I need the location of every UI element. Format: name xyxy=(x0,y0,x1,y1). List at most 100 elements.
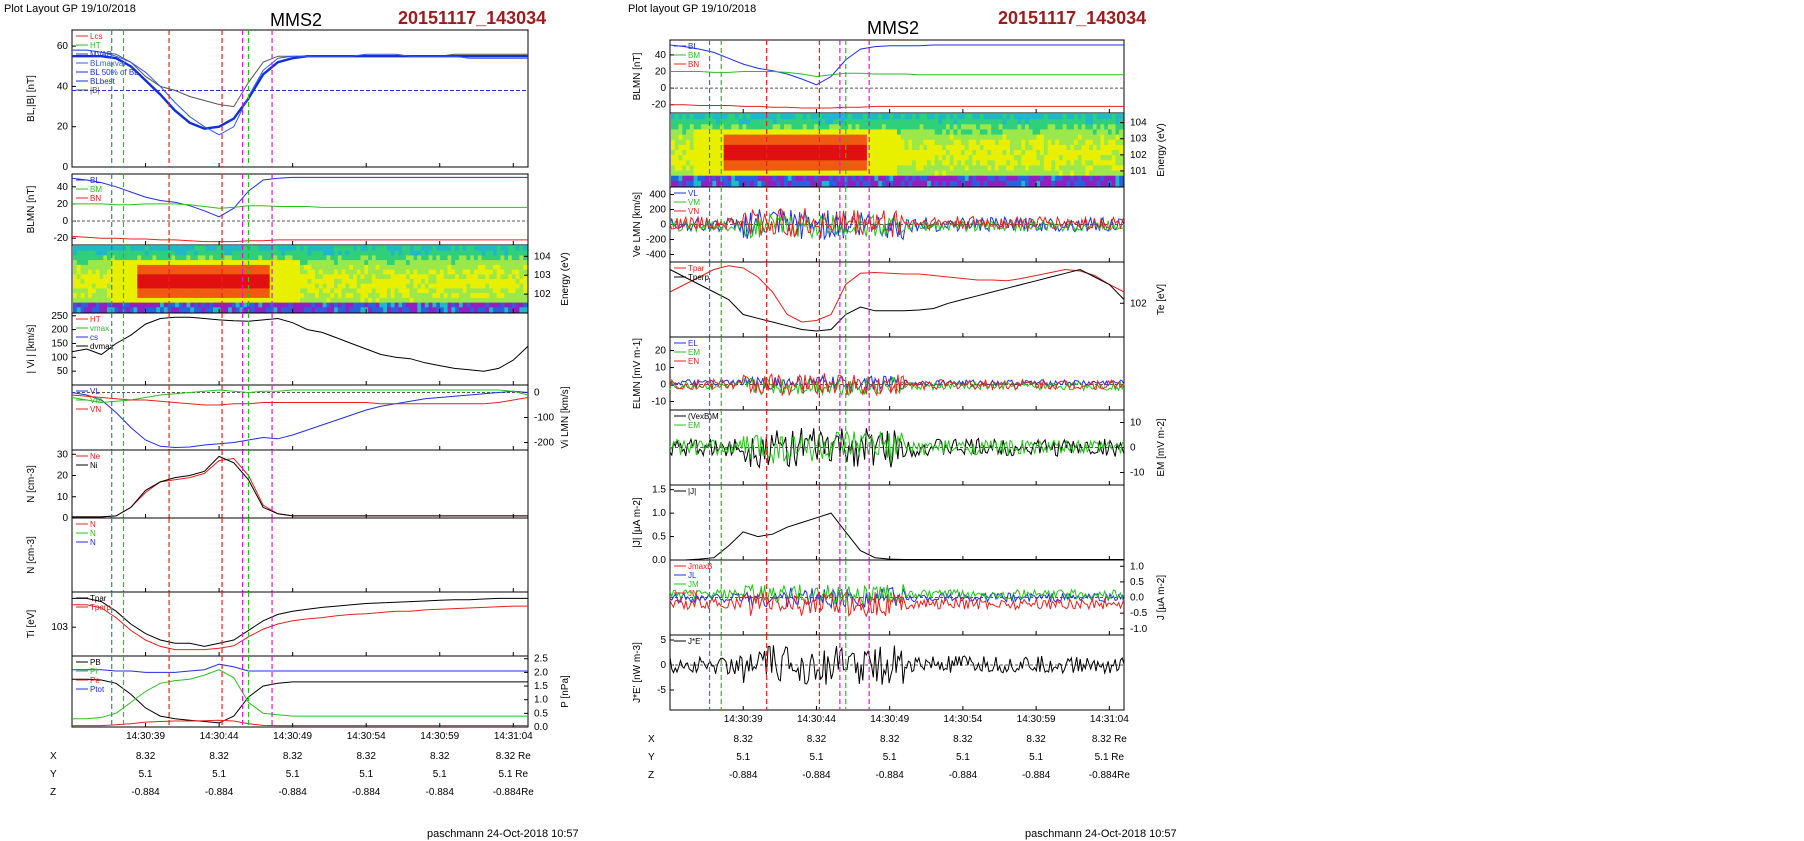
left-panel-4-series-0 xyxy=(71,316,529,372)
right-panel-7-ytick: 0.5 xyxy=(652,532,666,543)
left-pos-value: 8.32 xyxy=(430,751,450,762)
right-panel-3-ytick: 0 xyxy=(660,220,666,231)
right-panel-5-ytick: 20 xyxy=(655,346,667,357)
left-panel-5-ytick: 0 xyxy=(534,388,540,399)
right-panel-1-ylabel: BLMN [nT] xyxy=(632,52,643,100)
left-panel-8-frame xyxy=(71,591,529,657)
right-panel-9-series-0 xyxy=(669,645,1125,685)
right-panel-5-ytick: -10 xyxy=(652,397,667,408)
left-time-tick: 14:31:04 xyxy=(494,731,533,742)
left-panel-9-series-0 xyxy=(72,663,528,673)
right-panel-3-series-2 xyxy=(669,208,1125,238)
right-panel-9-legend-item: J*E' xyxy=(688,637,702,646)
left-time-tick: 14:30:44 xyxy=(200,731,239,742)
right-panel-2-ytick: 104 xyxy=(1130,118,1147,129)
right-time-tick: 14:31:04 xyxy=(1090,714,1129,725)
left-panel-3-ytick: 103 xyxy=(534,270,551,281)
left-panel-5-legend-item: VN xyxy=(90,405,101,414)
left-panel-9-ytick: 0.0 xyxy=(534,722,548,733)
right-panel-1-series-0 xyxy=(669,44,1124,86)
left-pos-label: Z xyxy=(50,787,56,798)
left-panel-7-frame xyxy=(71,517,529,593)
left-panel-6-ytick: 20 xyxy=(57,471,69,482)
right-panel-3-ytick: 200 xyxy=(649,205,666,216)
left-panel-2-ytick: 0 xyxy=(62,216,68,227)
left-panel-2-ytick: 40 xyxy=(57,182,69,193)
right-panel-4-ytick: 102 xyxy=(1130,298,1147,309)
left-panel-4-ytick: 250 xyxy=(51,311,68,322)
left-pos-value: -0.884 xyxy=(278,787,307,798)
right-panel-7-series-0 xyxy=(670,512,1124,561)
left-panel-1-legend-item: BLmaxvar xyxy=(90,59,126,68)
right-panel-8-legend-item: JM xyxy=(688,580,699,589)
right-pos-value: 8.32 xyxy=(807,734,827,745)
left-panel-8-legend-item: Tpar xyxy=(90,594,107,603)
left-pos-value: -0.884 xyxy=(205,787,234,798)
right-pos-value: 5.1 Re xyxy=(1095,752,1125,763)
left-panel-9-legend-item: PB xyxy=(90,658,101,667)
right-panel-3-ytick: -200 xyxy=(646,235,666,246)
right-panel-1-legend-item: BN xyxy=(688,60,699,69)
left-panel-9-series-2 xyxy=(72,669,528,720)
right-panel-9-ytick: 5 xyxy=(660,635,666,646)
right-panel-5-ytick: 0 xyxy=(660,380,666,391)
right-panel-5-ylabel: ELMN [mV m-1] xyxy=(632,338,643,409)
right-panel-6-ytick: 10 xyxy=(1130,418,1142,429)
left-panel-5-series-2 xyxy=(71,394,529,406)
left-pos-value: 8.32 xyxy=(136,751,156,762)
left-panel-6-series-0 xyxy=(72,457,528,518)
left-panel-1-legend-item: MVAB xyxy=(90,50,112,59)
left-panel-1-ytick: 60 xyxy=(57,41,69,52)
right-panel-8-series-2 xyxy=(669,591,1125,618)
right-pos-value: 8.32 xyxy=(880,734,900,745)
left-header: Plot Layout GP 19/10/2018 xyxy=(4,3,136,15)
right-panel-5-legend-item: EM xyxy=(688,348,700,357)
left-panel-1-series-0 xyxy=(72,49,528,108)
left-panel-4-frame xyxy=(71,312,529,386)
right-pos-value: -0.884 xyxy=(949,770,978,781)
left-pos-value: 5.1 xyxy=(212,769,226,780)
left-panel-9-ytick: 1.5 xyxy=(534,681,548,692)
right-panel-8-ytick: -1.0 xyxy=(1130,624,1148,635)
left-panel-7-legend-item: N xyxy=(90,529,96,538)
right-panel-9-ylabel: J*E' [nW m-3] xyxy=(632,642,643,703)
left-panel-6-ylabel: N [cm-3] xyxy=(26,465,37,503)
left-pos-value: 8.32 Re xyxy=(496,751,531,762)
right-panel-5-legend-item: EN xyxy=(688,357,699,366)
right-panel-3-legend-item: VN xyxy=(688,207,699,216)
right-pos-value: 8.32 Re xyxy=(1092,734,1127,745)
left-panel-9-ytick: 0.5 xyxy=(534,708,548,719)
left-pos-value: -0.884 xyxy=(426,787,455,798)
right-panel-7-frame xyxy=(669,484,1125,561)
right-time-tick: 14:30:54 xyxy=(943,714,982,725)
left-panel-7-legend-item: N xyxy=(90,538,96,547)
left-panel-4-ytick: 50 xyxy=(57,366,69,377)
left-panel-1-series-1 xyxy=(72,55,528,130)
right-panel-7-ytick: 1.0 xyxy=(652,508,666,519)
right-panel-9-ytick: -5 xyxy=(657,685,666,696)
left-panel-5-ylabel: Vi LMN [km/s] xyxy=(560,386,571,448)
left-pos-value: 8.32 xyxy=(209,751,229,762)
left-panel-6-series-1 xyxy=(72,455,528,518)
right-panel-6-ylabel: EM [mV m-2] xyxy=(1156,418,1167,477)
right-panel-8-ylabel: J [µA m-2] xyxy=(1156,575,1167,620)
right-panel-6-series-1 xyxy=(669,430,1125,464)
left-panel-4-ytick: 200 xyxy=(51,325,68,336)
right-panel-2-heatmap xyxy=(671,114,1124,187)
left-panel-6-ytick: 10 xyxy=(57,492,69,503)
right-panel-1-ytick: -20 xyxy=(652,100,667,111)
right-panel-4-series-1 xyxy=(669,268,1125,332)
right-pos-value: 5.1 xyxy=(956,752,970,763)
left-panel-1-ytick: 0 xyxy=(62,162,68,173)
left-panel-9-ytick: 2.0 xyxy=(534,667,548,678)
right-panel-5-legend-item: EL xyxy=(688,339,698,348)
right-pos-value: 8.32 xyxy=(953,734,973,745)
right-panel-4-legend-item: Tperp xyxy=(688,273,709,282)
left-panel-6-ytick: 30 xyxy=(57,449,69,460)
left-panel-4-ytick: 150 xyxy=(51,338,68,349)
right-panel-3-legend-item: VM xyxy=(688,198,700,207)
right-panel-2-ylabel: Energy (eV) xyxy=(1156,123,1167,176)
right-panel-9-ytick: 0 xyxy=(660,660,666,671)
left-pos-value: 5.1 xyxy=(433,769,447,780)
right-pos-value: -0.884Re xyxy=(1089,770,1131,781)
